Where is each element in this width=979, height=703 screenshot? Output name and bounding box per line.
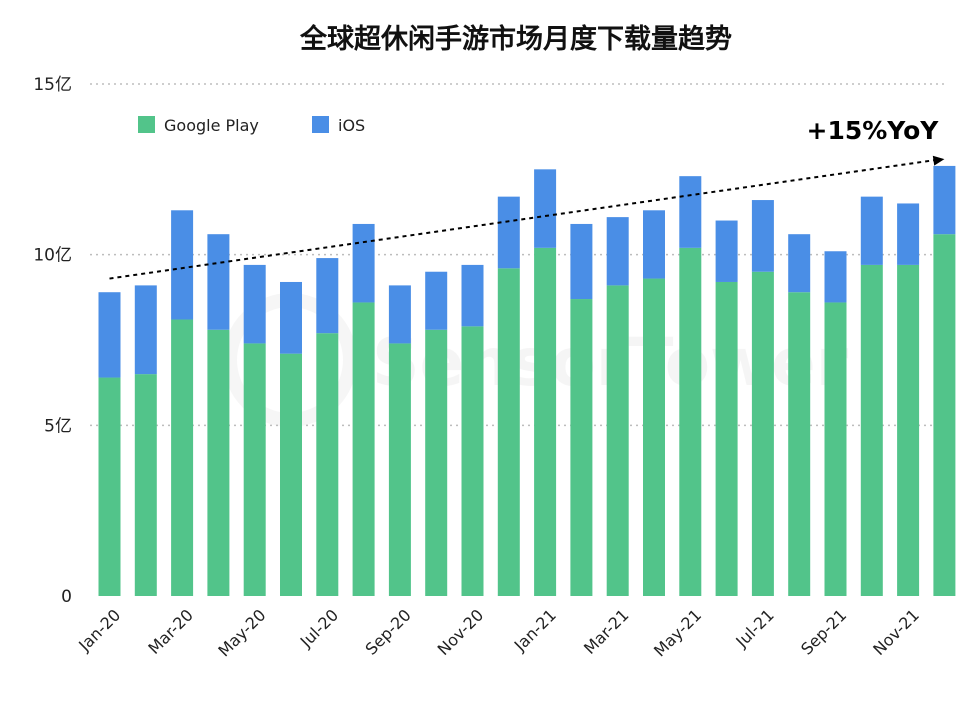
x-tick-label: Sep-20 bbox=[361, 605, 414, 658]
x-tick-label: Nov-20 bbox=[434, 605, 488, 659]
bar-ios-oct-21 bbox=[860, 196, 883, 265]
bar-google-play-aug-21 bbox=[788, 292, 811, 596]
bar-google-play-sep-20 bbox=[388, 343, 411, 596]
trend-line bbox=[109, 158, 939, 280]
bar-google-play-jun-21 bbox=[715, 281, 738, 596]
legend-label-ios: iOS bbox=[338, 116, 365, 135]
bar-ios-feb-21 bbox=[570, 223, 593, 300]
bar-google-play-jan-21 bbox=[534, 247, 557, 596]
bar-google-play-may-20 bbox=[243, 343, 266, 596]
x-tick-label: Jul-21 bbox=[731, 605, 777, 651]
bar-ios-nov-21 bbox=[897, 203, 920, 265]
bar-ios-dec-20 bbox=[497, 196, 520, 269]
bar-ios-mar-20 bbox=[171, 210, 194, 320]
bar-google-play-mar-20 bbox=[171, 319, 194, 596]
bar-google-play-jul-21 bbox=[751, 271, 774, 596]
x-tick-label: Jan-21 bbox=[510, 605, 560, 655]
y-axis-ticks: 0 5亿 10亿 15亿 bbox=[33, 75, 72, 607]
y-tick-label: 5亿 bbox=[44, 416, 72, 436]
bar-google-play-jul-20 bbox=[316, 333, 339, 596]
bar-ios-jun-20 bbox=[280, 281, 302, 354]
bar-google-play-feb-21 bbox=[570, 299, 593, 596]
bar-google-play-mar-21 bbox=[606, 285, 629, 596]
x-tick-label: Jul-20 bbox=[296, 605, 342, 651]
y-tick-label: 0 bbox=[61, 587, 72, 607]
y-tick-label: 15亿 bbox=[33, 75, 72, 95]
x-tick-label: Mar-21 bbox=[580, 605, 633, 658]
bar-ios-feb-20 bbox=[134, 285, 157, 375]
bars bbox=[98, 165, 956, 597]
bar-ios-sep-20 bbox=[388, 285, 411, 344]
trend-label: +15%YoY bbox=[807, 116, 940, 145]
bar-ios-jul-20 bbox=[316, 258, 339, 334]
x-tick-label: Sep-21 bbox=[797, 605, 850, 658]
bar-google-play-sep-21 bbox=[824, 302, 847, 596]
legend-swatch-google-play bbox=[138, 116, 155, 133]
legend: Google Play iOS bbox=[138, 116, 365, 135]
x-tick-label: May-20 bbox=[214, 605, 269, 660]
x-tick-label: Nov-21 bbox=[869, 605, 923, 659]
x-tick-label: Jan-20 bbox=[74, 605, 124, 655]
bar-google-play-nov-21 bbox=[897, 264, 920, 596]
bar-ios-jun-21 bbox=[715, 220, 738, 282]
bar-google-play-apr-20 bbox=[207, 329, 230, 596]
bar-google-play-jun-20 bbox=[280, 353, 302, 596]
bar-ios-apr-21 bbox=[643, 210, 665, 279]
bar-ios-aug-21 bbox=[788, 234, 811, 293]
bar-ios-may-20 bbox=[243, 264, 266, 344]
x-tick-label: May-21 bbox=[650, 605, 705, 660]
bar-ios-jan-21 bbox=[534, 169, 557, 248]
bar-google-play-may-21 bbox=[679, 247, 702, 596]
bar-google-play-dec-20 bbox=[497, 268, 520, 596]
bar-ios-sep-21 bbox=[824, 251, 847, 303]
x-tick-label: Mar-20 bbox=[144, 605, 197, 658]
bar-ios-aug-20 bbox=[352, 223, 375, 303]
bar-ios-nov-20 bbox=[461, 264, 484, 327]
bar-ios-apr-20 bbox=[207, 234, 230, 330]
legend-swatch-ios bbox=[312, 116, 329, 133]
legend-label-google-play: Google Play bbox=[164, 116, 259, 135]
trend-arrowhead bbox=[932, 155, 945, 166]
bar-ios-mar-21 bbox=[606, 217, 629, 286]
trend-annotation: +15%YoY bbox=[109, 116, 945, 280]
y-tick-label: 10亿 bbox=[33, 246, 72, 266]
x-axis-ticks: Jan-20 Mar-20 May-20 Jul-20 Sep-20 Nov-20 Jan-… bbox=[74, 605, 923, 660]
bar-google-play-jan-20 bbox=[98, 377, 121, 596]
bar-ios-jul-21 bbox=[751, 200, 774, 272]
bar-google-play-apr-21 bbox=[643, 278, 665, 596]
bar-ios-may-21 bbox=[679, 176, 702, 248]
bar-google-play-feb-20 bbox=[134, 374, 157, 596]
bar-google-play-oct-20 bbox=[425, 329, 448, 596]
bar-google-play-nov-20 bbox=[461, 326, 484, 596]
bar-ios-jan-20 bbox=[98, 292, 121, 378]
bar-google-play-dec-21 bbox=[933, 234, 956, 597]
chart-title: 全球超休闲手游市场月度下载量趋势 bbox=[299, 23, 732, 55]
bar-ios-dec-21 bbox=[933, 165, 956, 235]
bar-google-play-aug-20 bbox=[352, 302, 375, 596]
bar-google-play-oct-21 bbox=[860, 264, 883, 596]
bar-ios-oct-20 bbox=[425, 271, 448, 330]
